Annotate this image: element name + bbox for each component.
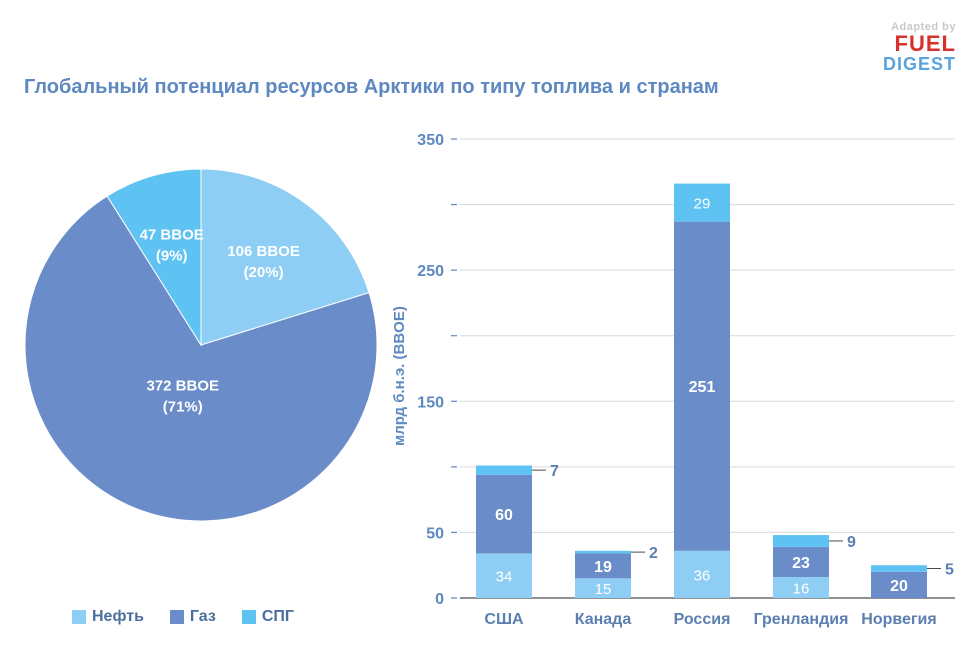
bar-label-gas: 60 bbox=[495, 507, 513, 524]
chart-title: Глобальный потенциал ресурсов Арктики по… bbox=[24, 76, 719, 98]
bar-gas-2 bbox=[674, 221, 730, 551]
bar-oil-3 bbox=[773, 577, 829, 598]
y-tick-label: 50 bbox=[426, 525, 444, 542]
pie-percent-lng: (9%) bbox=[156, 248, 188, 265]
bar-gas-0 bbox=[476, 474, 532, 554]
logo-fuel-text: FUEL bbox=[894, 31, 956, 56]
legend-swatch-lng bbox=[241, 610, 256, 624]
y-tick-label: 150 bbox=[417, 394, 444, 411]
legend-item-gas: Газ bbox=[169, 608, 216, 626]
bar-label-oil: 16 bbox=[793, 581, 810, 598]
legend: Нефть Газ СПГ bbox=[72, 608, 294, 626]
bar-lng-1 bbox=[575, 550, 631, 554]
pie-percent-oil: (20%) bbox=[244, 264, 284, 281]
legend-label-gas: Газ bbox=[189, 608, 216, 625]
bar-label-lng: 7 bbox=[550, 463, 559, 480]
bar-gas-1 bbox=[575, 553, 631, 579]
bar-lng-3 bbox=[773, 535, 829, 547]
legend-item-lng: СПГ bbox=[241, 608, 294, 626]
legend-swatch-gas bbox=[169, 610, 184, 624]
bar-label-oil: 34 bbox=[496, 569, 513, 586]
bar-oil-2 bbox=[674, 550, 730, 598]
logo-digest-text: DIGEST bbox=[882, 54, 956, 74]
y-tick-label: 0 bbox=[435, 591, 444, 608]
pie-label-oil: 106 BBOE bbox=[227, 243, 300, 260]
bar-gas-4 bbox=[871, 571, 927, 598]
x-tick-label: США bbox=[484, 611, 524, 628]
bar-oil-1 bbox=[575, 578, 631, 598]
y-tick-label: 250 bbox=[417, 263, 444, 280]
x-tick-label: Гренландия bbox=[754, 611, 849, 628]
pie-label-gas: 372 BBOE bbox=[146, 378, 219, 395]
pie-slice-lng bbox=[106, 168, 202, 347]
bar-lng-4 bbox=[871, 565, 927, 572]
pie-slice-gas bbox=[24, 195, 378, 522]
pie-slice-oil bbox=[200, 168, 370, 346]
pie-chart: 106 BBOE (20%) 372 BBOE (71%) 47 BBOE (9%) bbox=[24, 168, 378, 522]
stacked-bar-chart: 0 50 150 250 350 млрд б.н.э. (BBOE) 34 60 7 США 15… bbox=[391, 132, 955, 628]
pie-percent-gas: (71%) bbox=[163, 399, 203, 416]
bar-label-gas: 20 bbox=[890, 578, 908, 595]
bar-label-oil: 36 bbox=[694, 567, 711, 584]
logo-adapted-text: Adapted by bbox=[891, 21, 956, 33]
bar-oil-0 bbox=[476, 553, 532, 598]
x-tick-label: Россия bbox=[674, 611, 731, 628]
bar-label-gas: 23 bbox=[792, 555, 810, 572]
legend-label-lng: СПГ bbox=[261, 608, 294, 625]
bar-lng-0 bbox=[476, 465, 532, 475]
legend-item-oil: Нефть bbox=[72, 608, 144, 626]
pie-label-lng: 47 BBOE bbox=[140, 227, 204, 244]
bar-label-lng: 9 bbox=[847, 534, 856, 551]
x-tick-label: Канада bbox=[575, 611, 632, 628]
bar-label-gas: 251 bbox=[689, 379, 716, 396]
bar-label-lng: 2 bbox=[649, 545, 658, 562]
bar-gas-3 bbox=[773, 546, 829, 578]
legend-swatch-oil bbox=[72, 610, 86, 624]
bar-label-lng: 29 bbox=[694, 196, 711, 213]
bar-label-gas: 19 bbox=[594, 559, 612, 576]
bar-lng-2 bbox=[674, 183, 730, 222]
y-axis-label: млрд б.н.э. (BBOE) bbox=[391, 306, 408, 446]
bar-label-lng: 5 bbox=[945, 561, 954, 578]
fuel-digest-logo: Adapted by FUEL DIGEST bbox=[882, 21, 956, 74]
bar-label-oil: 15 bbox=[595, 581, 612, 598]
y-tick-label: 350 bbox=[417, 132, 444, 149]
legend-label-oil: Нефть bbox=[92, 608, 144, 625]
x-tick-label: Норвегия bbox=[861, 611, 936, 628]
